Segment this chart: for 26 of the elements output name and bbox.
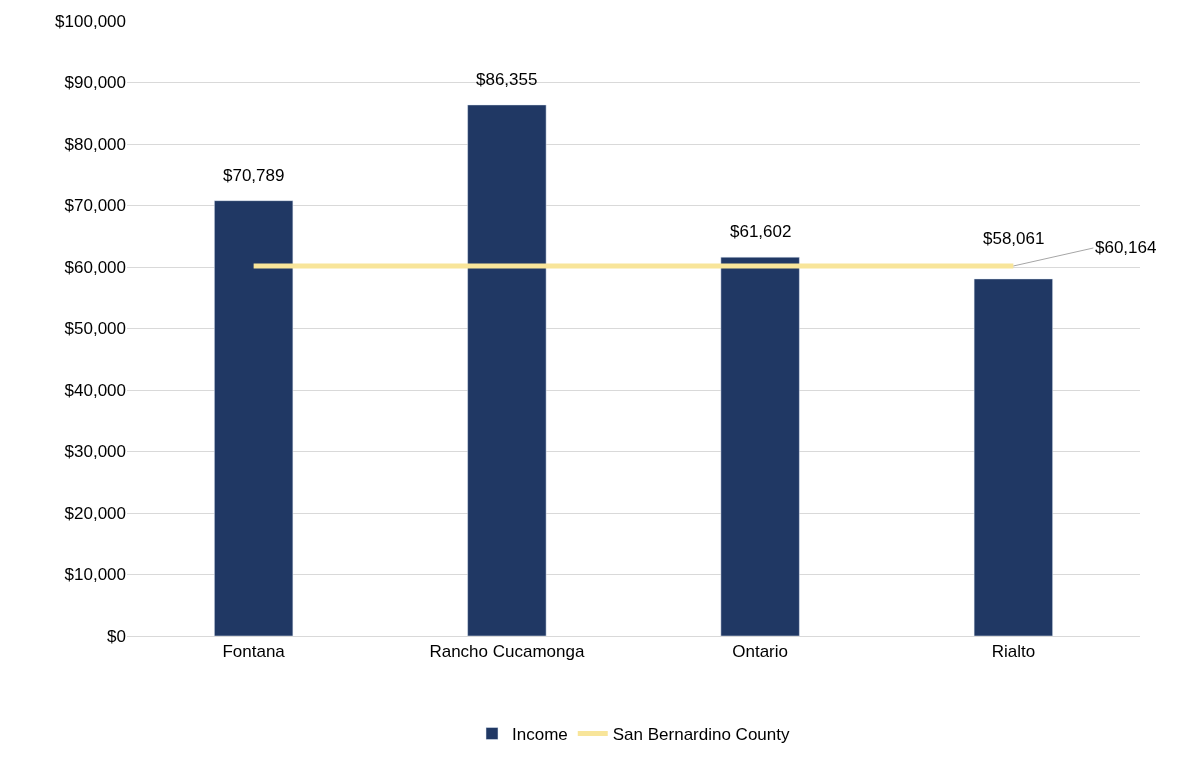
y-tick-label: $50,000 (64, 319, 126, 339)
data-label: $70,789 (223, 166, 285, 185)
y-tick-label: $0 (107, 626, 126, 646)
y-tick-label: $70,000 (64, 196, 126, 216)
y-tick-label: $60,000 (64, 257, 126, 277)
y-tick-label: $100,000 (55, 11, 126, 31)
y-tick-label: $10,000 (64, 565, 126, 585)
y-tick-label: $20,000 (64, 503, 126, 523)
bar (720, 256, 800, 636)
y-tick-label: $40,000 (64, 380, 126, 400)
x-tick-label: Ontario (732, 642, 789, 662)
y-tick-label: $90,000 (64, 73, 126, 93)
x-tick-label: Fontana (222, 642, 286, 662)
bar (214, 200, 294, 636)
x-tick-label: Rancho Cucamonga (429, 642, 585, 662)
data-label: $61,602 (730, 222, 792, 241)
x-tick-label: Rialto (991, 642, 1036, 662)
data-label: $58,061 (983, 229, 1045, 248)
y-tick-label: $30,000 (64, 442, 126, 462)
bar (467, 104, 547, 636)
legend-label: San Bernardino County (612, 725, 790, 745)
legend-label: Income (512, 725, 568, 745)
data-label: $60,164 (1095, 238, 1157, 257)
data-label: $86,355 (476, 70, 538, 89)
bar (973, 278, 1053, 636)
y-tick-label: $80,000 (64, 134, 126, 154)
